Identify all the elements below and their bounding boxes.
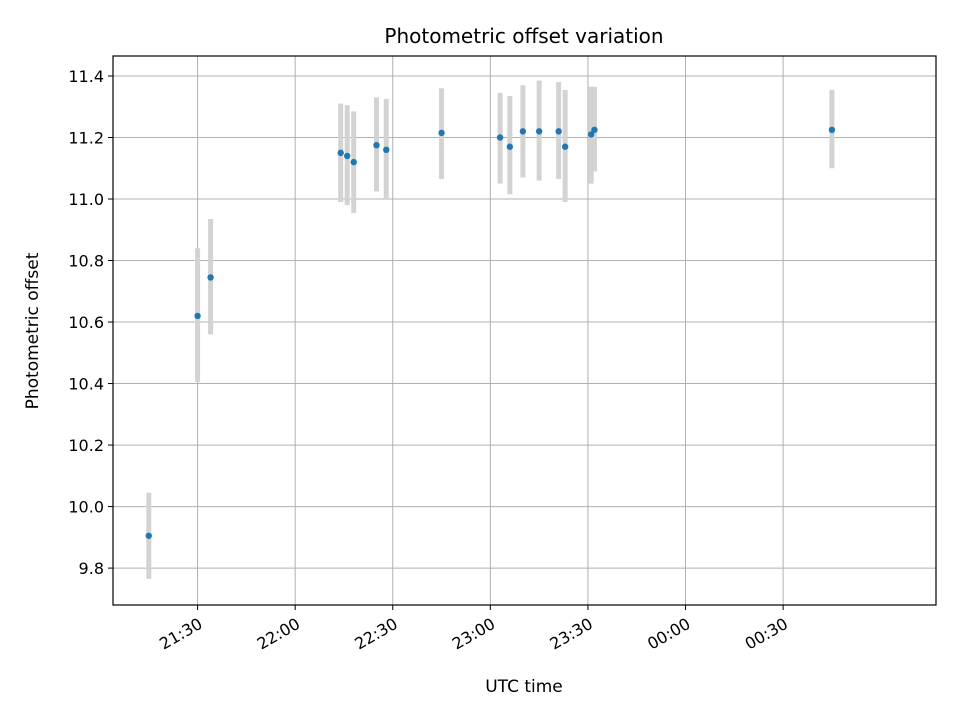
data-point xyxy=(828,126,836,134)
data-point xyxy=(350,158,357,166)
x-tick-label: 00:00 xyxy=(644,614,693,654)
data-point xyxy=(555,128,562,135)
y-tick-label: 10.4 xyxy=(68,375,104,394)
data-point xyxy=(145,532,152,539)
y-tick-label: 9.8 xyxy=(79,559,104,578)
data-points xyxy=(145,126,836,539)
y-axis-ticks: 9.8 10.0 10.2 10.4 10.6 10.8 11.0 11.2 11.4 xyxy=(68,67,113,578)
x-tick-label: 21:30 xyxy=(156,614,205,654)
data-point xyxy=(496,134,504,141)
y-tick-label: 10.6 xyxy=(68,313,104,332)
y-tick-label: 11.0 xyxy=(68,190,104,209)
y-tick-label: 10.0 xyxy=(68,498,104,517)
data-point xyxy=(506,143,514,150)
chart-title: Photometric offset variation xyxy=(384,24,663,48)
data-point xyxy=(337,149,344,157)
x-axis-title: UTC time xyxy=(485,677,563,697)
x-tick-label: 23:30 xyxy=(547,614,596,654)
x-tick-label: 22:00 xyxy=(254,614,303,654)
y-axis-title: Photometric offset xyxy=(23,252,43,409)
y-tick-label: 10.8 xyxy=(68,252,104,271)
data-point xyxy=(561,143,569,150)
x-tick-label: 00:30 xyxy=(742,614,791,654)
data-point xyxy=(587,131,595,138)
y-tick-label: 10.2 xyxy=(68,436,104,455)
data-point xyxy=(519,128,527,135)
plot-frame xyxy=(112,55,937,606)
data-point xyxy=(194,312,201,320)
data-point xyxy=(344,152,351,160)
y-tick-label: 11.4 xyxy=(68,67,104,86)
data-point xyxy=(535,128,543,135)
data-point xyxy=(383,146,390,154)
data-point xyxy=(373,141,380,149)
y-tick-label: 11.2 xyxy=(68,129,104,148)
x-axis-ticks: 21:30 22:00 22:30 23:00 23:30 00:00 00:30 xyxy=(156,605,791,654)
data-point xyxy=(438,129,445,137)
data-point xyxy=(591,126,598,134)
x-tick-label: 23:00 xyxy=(449,614,498,654)
x-tick-label: 22:30 xyxy=(351,614,400,654)
grid-lines xyxy=(113,56,936,605)
data-point xyxy=(207,274,214,281)
